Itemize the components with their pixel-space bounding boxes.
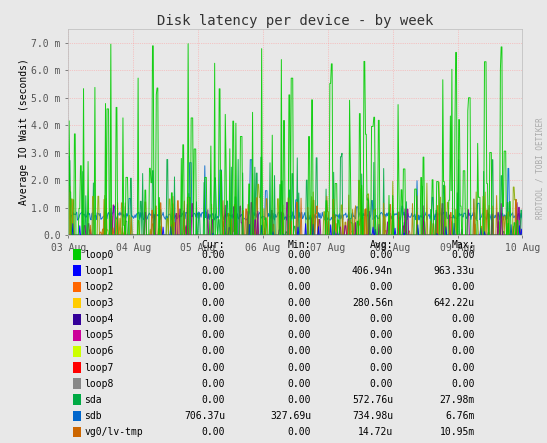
Bar (73, 298, 81, 308)
Text: 10.95m: 10.95m (439, 427, 475, 437)
Text: 0.00: 0.00 (201, 282, 225, 292)
Text: 0.00: 0.00 (288, 330, 311, 340)
Text: 0.00: 0.00 (369, 379, 393, 389)
Text: 0.00: 0.00 (451, 250, 475, 260)
Text: 280.56n: 280.56n (352, 298, 393, 308)
Text: 6.76m: 6.76m (445, 411, 475, 421)
Text: 0.00: 0.00 (288, 362, 311, 373)
Text: loop0: loop0 (84, 250, 114, 260)
Text: 0.00: 0.00 (288, 395, 311, 405)
Text: Max:: Max: (451, 240, 475, 250)
Text: loop2: loop2 (84, 282, 114, 292)
Text: loop1: loop1 (84, 266, 114, 276)
Text: 0.00: 0.00 (451, 346, 475, 357)
Text: 0.00: 0.00 (451, 362, 475, 373)
Text: 734.98u: 734.98u (352, 411, 393, 421)
Text: loop7: loop7 (84, 362, 114, 373)
Text: 0.00: 0.00 (288, 314, 311, 324)
Text: loop4: loop4 (84, 314, 114, 324)
Text: 0.00: 0.00 (451, 282, 475, 292)
Bar (73, 394, 81, 405)
Text: loop6: loop6 (84, 346, 114, 357)
Text: vg0/lv-tmp: vg0/lv-tmp (84, 427, 143, 437)
Text: 0.00: 0.00 (201, 346, 225, 357)
Text: Cur:: Cur: (201, 240, 225, 250)
Text: 0.00: 0.00 (451, 330, 475, 340)
Text: RRDTOOL / TOBI OETIKER: RRDTOOL / TOBI OETIKER (536, 117, 545, 219)
Bar (73, 362, 81, 373)
Text: 0.00: 0.00 (201, 266, 225, 276)
Text: 14.72u: 14.72u (358, 427, 393, 437)
Text: 27.98m: 27.98m (439, 395, 475, 405)
Text: 0.00: 0.00 (201, 379, 225, 389)
Text: 406.94n: 406.94n (352, 266, 393, 276)
Bar (73, 346, 81, 357)
Bar (73, 378, 81, 389)
Text: 0.00: 0.00 (201, 250, 225, 260)
Text: 0.00: 0.00 (201, 395, 225, 405)
Text: sda: sda (84, 395, 102, 405)
Text: 0.00: 0.00 (288, 346, 311, 357)
Text: 0.00: 0.00 (288, 282, 311, 292)
Text: 0.00: 0.00 (201, 330, 225, 340)
Text: 0.00: 0.00 (288, 379, 311, 389)
Text: 0.00: 0.00 (369, 250, 393, 260)
Bar (73, 330, 81, 341)
Text: 0.00: 0.00 (369, 362, 393, 373)
Text: 0.00: 0.00 (288, 298, 311, 308)
Text: 0.00: 0.00 (201, 298, 225, 308)
Text: 0.00: 0.00 (201, 314, 225, 324)
Text: 706.37u: 706.37u (184, 411, 225, 421)
Text: sdb: sdb (84, 411, 102, 421)
Text: 0.00: 0.00 (288, 427, 311, 437)
Text: loop3: loop3 (84, 298, 114, 308)
Text: 0.00: 0.00 (288, 266, 311, 276)
Bar (73, 249, 81, 260)
Text: 0.00: 0.00 (369, 314, 393, 324)
Text: 0.00: 0.00 (201, 362, 225, 373)
Bar (73, 427, 81, 438)
Bar (73, 282, 81, 292)
Bar (73, 265, 81, 276)
Text: 327.69u: 327.69u (270, 411, 311, 421)
Text: Min:: Min: (288, 240, 311, 250)
Text: Avg:: Avg: (369, 240, 393, 250)
Text: 0.00: 0.00 (369, 282, 393, 292)
Text: 0.00: 0.00 (451, 314, 475, 324)
Text: 0.00: 0.00 (369, 346, 393, 357)
Text: 0.00: 0.00 (288, 250, 311, 260)
Text: 963.33u: 963.33u (434, 266, 475, 276)
Bar (73, 314, 81, 325)
Text: 642.22u: 642.22u (434, 298, 475, 308)
Y-axis label: Average IO Wait (seconds): Average IO Wait (seconds) (19, 58, 28, 206)
Text: loop8: loop8 (84, 379, 114, 389)
Text: 572.76u: 572.76u (352, 395, 393, 405)
Text: 0.00: 0.00 (451, 379, 475, 389)
Bar (73, 411, 81, 421)
Text: 0.00: 0.00 (369, 330, 393, 340)
Title: Disk latency per device - by week: Disk latency per device - by week (157, 14, 434, 27)
Text: loop5: loop5 (84, 330, 114, 340)
Text: 0.00: 0.00 (201, 427, 225, 437)
